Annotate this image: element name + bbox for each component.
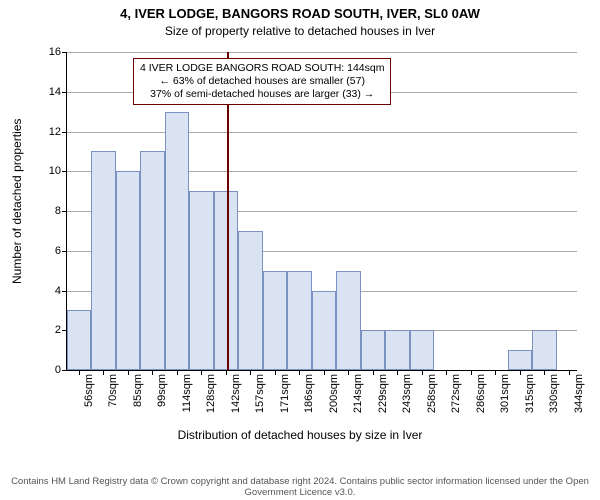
histogram-bar (312, 291, 336, 371)
annotation-line: 4 IVER LODGE BANGORS ROAD SOUTH: 144sqm (140, 62, 384, 75)
annotation-box: 4 IVER LODGE BANGORS ROAD SOUTH: 144sqm←… (133, 58, 391, 105)
grid-line (67, 132, 577, 133)
grid-line (67, 52, 577, 53)
x-tick (422, 370, 423, 375)
x-tick-label: 142sqm (230, 374, 242, 413)
histogram-bar (508, 350, 532, 370)
y-tick-label: 8 (55, 205, 67, 217)
y-tick-label: 2 (55, 324, 67, 336)
x-tick-label: 128sqm (205, 374, 217, 413)
x-tick-label: 315sqm (524, 374, 536, 413)
x-tick (250, 370, 251, 375)
annotation-line: 37% of semi-detached houses are larger (… (140, 88, 384, 101)
x-tick (275, 370, 276, 375)
histogram-bar (361, 330, 385, 370)
x-tick-label: 70sqm (107, 374, 119, 407)
x-tick-label: 229sqm (377, 374, 389, 413)
x-tick (348, 370, 349, 375)
histogram-bar (165, 112, 189, 370)
x-tick (495, 370, 496, 375)
histogram-bar (287, 271, 311, 370)
histogram-bar (116, 171, 140, 370)
histogram-bar (385, 330, 409, 370)
x-tick (226, 370, 227, 375)
x-tick-label: 114sqm (181, 374, 193, 412)
x-tick (103, 370, 104, 375)
x-tick-label: 171sqm (279, 374, 291, 413)
histogram-bar (410, 330, 434, 370)
histogram-bar (91, 151, 115, 370)
histogram-bar (532, 330, 556, 370)
x-tick (446, 370, 447, 375)
title-line2: Size of property relative to detached ho… (165, 24, 435, 38)
x-tick-label: 272sqm (450, 374, 462, 413)
histogram-bar (336, 271, 360, 370)
x-tick (569, 370, 570, 375)
x-tick-label: 243sqm (401, 374, 413, 413)
x-tick (299, 370, 300, 375)
x-tick (79, 370, 80, 375)
x-tick-label: 330sqm (548, 374, 560, 413)
chart-title: 4, IVER LODGE, BANGORS ROAD SOUTH, IVER,… (0, 6, 600, 21)
x-axis-label: Distribution of detached houses by size … (0, 428, 600, 442)
x-tick (201, 370, 202, 375)
y-axis-label: Number of detached properties (10, 119, 24, 284)
histogram-bar (263, 271, 287, 370)
x-tick (128, 370, 129, 375)
histogram-bar (238, 231, 262, 370)
title-line1: 4, IVER LODGE, BANGORS ROAD SOUTH, IVER,… (120, 6, 480, 21)
histogram-bar (214, 191, 238, 370)
x-tick-label: 85sqm (132, 374, 144, 407)
y-tick-label: 6 (55, 245, 67, 257)
x-tick (544, 370, 545, 375)
x-tick-label: 186sqm (303, 374, 315, 413)
y-tick-label: 14 (49, 86, 67, 98)
x-tick (152, 370, 153, 375)
x-tick-label: 214sqm (352, 374, 364, 413)
x-tick (177, 370, 178, 375)
x-tick-label: 301sqm (499, 374, 511, 413)
plot-area: 024681012141656sqm70sqm85sqm99sqm114sqm1… (66, 52, 577, 371)
y-tick-label: 16 (49, 46, 67, 58)
chart-container: { "chart": { "type": "histogram", "title… (0, 0, 600, 500)
histogram-bar (67, 310, 91, 370)
x-tick (471, 370, 472, 375)
y-tick-label: 12 (49, 126, 67, 138)
histogram-bar (189, 191, 213, 370)
x-tick-label: 258sqm (426, 374, 438, 413)
annotation-line: ← 63% of detached houses are smaller (57… (140, 75, 384, 88)
x-tick-label: 286sqm (475, 374, 487, 413)
y-tick-label: 0 (55, 364, 67, 376)
y-tick-label: 10 (49, 165, 67, 177)
x-tick-label: 344sqm (573, 374, 585, 413)
attribution-text: Contains HM Land Registry data © Crown c… (0, 476, 600, 498)
x-tick-label: 200sqm (328, 374, 340, 413)
x-tick (397, 370, 398, 375)
y-tick-label: 4 (55, 285, 67, 297)
x-tick-label: 157sqm (254, 374, 266, 413)
x-tick-label: 99sqm (156, 374, 168, 407)
x-tick (520, 370, 521, 375)
x-tick-label: 56sqm (83, 374, 95, 407)
histogram-bar (140, 151, 164, 370)
x-tick (324, 370, 325, 375)
x-tick (373, 370, 374, 375)
chart-subtitle: Size of property relative to detached ho… (0, 24, 600, 38)
